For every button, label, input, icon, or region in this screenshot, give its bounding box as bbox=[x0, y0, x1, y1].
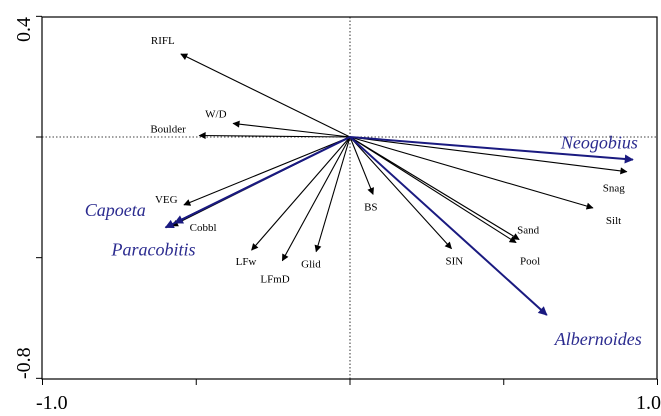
env-vector-sand bbox=[349, 136, 520, 241]
y-tick-label-bottom: -0.8 bbox=[13, 347, 35, 379]
x-tick-label-right: 1.0 bbox=[636, 392, 661, 414]
env-label-silt: Silt bbox=[606, 215, 621, 227]
y-tick-label-top: 0.4 bbox=[13, 17, 35, 42]
env-label-w-d: W/D bbox=[205, 108, 226, 120]
env-label-snag: Snag bbox=[603, 183, 626, 195]
env-vector-bs bbox=[349, 136, 374, 195]
env-vector-glid bbox=[314, 136, 351, 253]
environmental-vectors bbox=[171, 53, 628, 262]
species-label-albernoides: Albernoides bbox=[554, 329, 642, 349]
species-vector-neogobius bbox=[349, 136, 634, 164]
env-label-bs: BS bbox=[364, 201, 377, 213]
x-tick-label-left: -1.0 bbox=[36, 392, 68, 414]
env-label-sin: SIN bbox=[445, 256, 463, 268]
env-vector-snag bbox=[349, 136, 628, 175]
env-vector-sin bbox=[349, 136, 452, 250]
species-vector-paracobitis bbox=[164, 136, 351, 229]
plot-frame bbox=[41, 16, 658, 380]
env-label-lfmd: LFmD bbox=[260, 274, 289, 286]
axis-ticks bbox=[36, 15, 658, 385]
env-vector-pool bbox=[349, 136, 517, 244]
env-label-pool: Pool bbox=[520, 256, 540, 268]
env-vector-lfmd bbox=[281, 136, 351, 262]
species-label-capoeta: Capoeta bbox=[85, 200, 146, 220]
env-vector-rifl bbox=[180, 53, 351, 138]
species-label-paracobitis: Paracobitis bbox=[111, 240, 196, 260]
species-label-neogobius: Neogobius bbox=[560, 133, 638, 153]
env-label-rifl: RIFL bbox=[151, 35, 175, 47]
env-label-sand: Sand bbox=[517, 225, 540, 237]
env-vector-veg bbox=[183, 136, 351, 206]
env-vector-lfw bbox=[251, 136, 351, 251]
env-label-veg: VEG bbox=[155, 194, 178, 206]
env-vector-boulder bbox=[198, 132, 351, 140]
species-vector-albernoides bbox=[349, 136, 548, 316]
species-vectors bbox=[164, 136, 634, 316]
env-label-glid: Glid bbox=[301, 259, 321, 271]
env-label-boulder: Boulder bbox=[150, 123, 186, 135]
env-label-cobbl: Cobbl bbox=[190, 222, 217, 234]
env-vector-w-d bbox=[232, 120, 351, 138]
env-vector-silt bbox=[349, 136, 594, 210]
env-label-lfw: LFw bbox=[236, 256, 257, 268]
